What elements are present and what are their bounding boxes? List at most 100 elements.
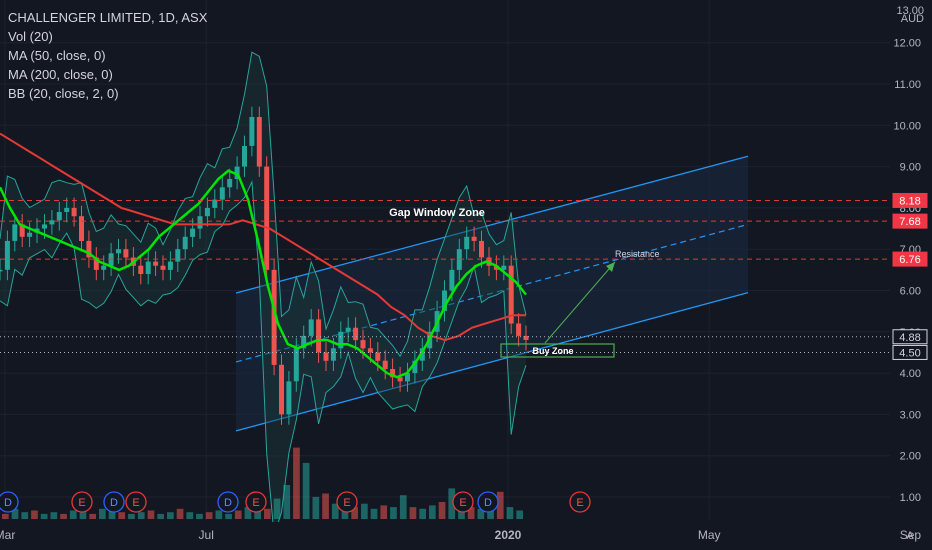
volume-bar: [409, 507, 417, 519]
candle-body: [523, 335, 529, 340]
volume-bar: [108, 510, 116, 519]
candle-body: [382, 360, 388, 369]
volume-bar: [331, 503, 339, 519]
volume-indicator-label[interactable]: Vol (20): [8, 29, 53, 44]
event-label: E: [459, 497, 466, 509]
candle-body: [293, 348, 299, 382]
candle-body: [42, 224, 47, 229]
bb-indicator-label[interactable]: BB (20, close, 2, 0): [8, 86, 119, 101]
volume-bar: [99, 508, 106, 519]
candle-body: [123, 249, 129, 258]
ma50-indicator-label[interactable]: MA (50, close, 0): [8, 48, 106, 63]
candle-body: [153, 261, 159, 266]
price-tag-label: 4.50: [899, 347, 920, 359]
bollinger-bands: [0, 51, 527, 536]
candle-body: [397, 377, 403, 382]
event-label: D: [4, 497, 12, 509]
candle-body: [182, 236, 188, 250]
dividend-event-icon: [103, 491, 125, 513]
candle-body: [234, 166, 240, 179]
volume-bar: [225, 513, 232, 519]
candle-body: [286, 381, 292, 415]
volume-bar: [205, 512, 213, 519]
candle-body: [442, 290, 447, 312]
earnings-event-icon: [452, 491, 474, 513]
candle-body: [271, 269, 277, 365]
price-tag-box: [892, 344, 928, 360]
volume-bar: [244, 507, 252, 519]
candle-body: [508, 265, 514, 324]
candle-body: [412, 360, 418, 374]
channel-lower-line: [235, 291, 749, 432]
volume-bar: [399, 495, 407, 519]
candle-body: [279, 364, 284, 415]
price-tick-label: 1.00: [900, 492, 921, 504]
price-tick-label: 4.00: [900, 368, 921, 380]
candle-body: [405, 373, 410, 382]
event-label: E: [78, 497, 85, 509]
candle-body: [256, 117, 262, 167]
time-tick-label: Jul: [199, 528, 214, 542]
buy-zone-box: [500, 343, 615, 358]
reference-lines: [0, 199, 890, 353]
time-axis-background: [0, 522, 932, 550]
price-axis[interactable]: 13.00AUD1.002.003.004.005.006.007.008.00…: [890, 0, 932, 550]
volume-bar: [312, 496, 320, 519]
bb-lower: [0, 179, 527, 536]
volume-bar: [477, 508, 485, 519]
candle-body: [501, 265, 507, 270]
volume-bar: [137, 512, 145, 519]
buy-zone-label: Buy Zone: [532, 346, 573, 356]
candle-body: [212, 199, 218, 208]
time-axis[interactable]: MarJul2020MaySep2021MaySep2022MaySepA: [0, 522, 932, 550]
volume-bar: [79, 512, 87, 519]
candle-body: [419, 348, 425, 361]
price-tick-label: 12.00: [893, 38, 921, 50]
candle-body: [219, 187, 225, 200]
event-label: D: [110, 497, 118, 509]
event-label: E: [576, 497, 583, 509]
price-axis-top-label: 13.00: [896, 5, 924, 17]
candle-body: [197, 216, 203, 229]
time-tick-label: Sep: [900, 528, 922, 542]
earnings-event-icon: [125, 491, 147, 513]
earnings-event-icon: [71, 491, 93, 513]
volume-bar: [390, 507, 397, 519]
volume-bar: [293, 447, 300, 519]
earnings-event-icon: [245, 491, 267, 513]
event-label: E: [252, 497, 259, 509]
auto-scale-button: A: [906, 530, 914, 542]
volume-bar: [448, 488, 456, 519]
bb-upper: [0, 51, 527, 358]
candle-body: [49, 220, 55, 225]
candle-body: [242, 146, 247, 167]
candle-body: [204, 207, 210, 217]
earnings-event-icon: [569, 491, 591, 513]
symbol-title[interactable]: CHALLENGER LIMITED, 1D, ASX: [8, 10, 208, 25]
volume-bar: [419, 508, 426, 519]
volume-bar: [89, 513, 96, 519]
time-tick-label: 2020: [495, 528, 522, 542]
price-tick-label: 9.00: [900, 162, 921, 174]
volume-bar: [21, 512, 29, 519]
candle-body: [338, 331, 344, 349]
volume-bar: [128, 513, 135, 519]
volume-bar: [283, 485, 291, 519]
candle-body: [264, 166, 270, 270]
candle-body: [390, 369, 396, 378]
volume-bar: [351, 507, 358, 519]
price-tag-box: [892, 329, 928, 345]
dividend-event-icon: [0, 491, 19, 513]
candle-body: [79, 216, 84, 241]
volume-bar: [60, 513, 67, 519]
candle-body: [19, 224, 25, 237]
volume-bar: [516, 510, 523, 519]
volume-bar: [273, 498, 281, 519]
volume-bar: [11, 508, 19, 519]
event-label: E: [343, 497, 350, 509]
volume-bar: [322, 493, 329, 519]
volume-bar: [196, 513, 203, 519]
ma200-indicator-label[interactable]: MA (200, close, 0): [8, 67, 113, 82]
